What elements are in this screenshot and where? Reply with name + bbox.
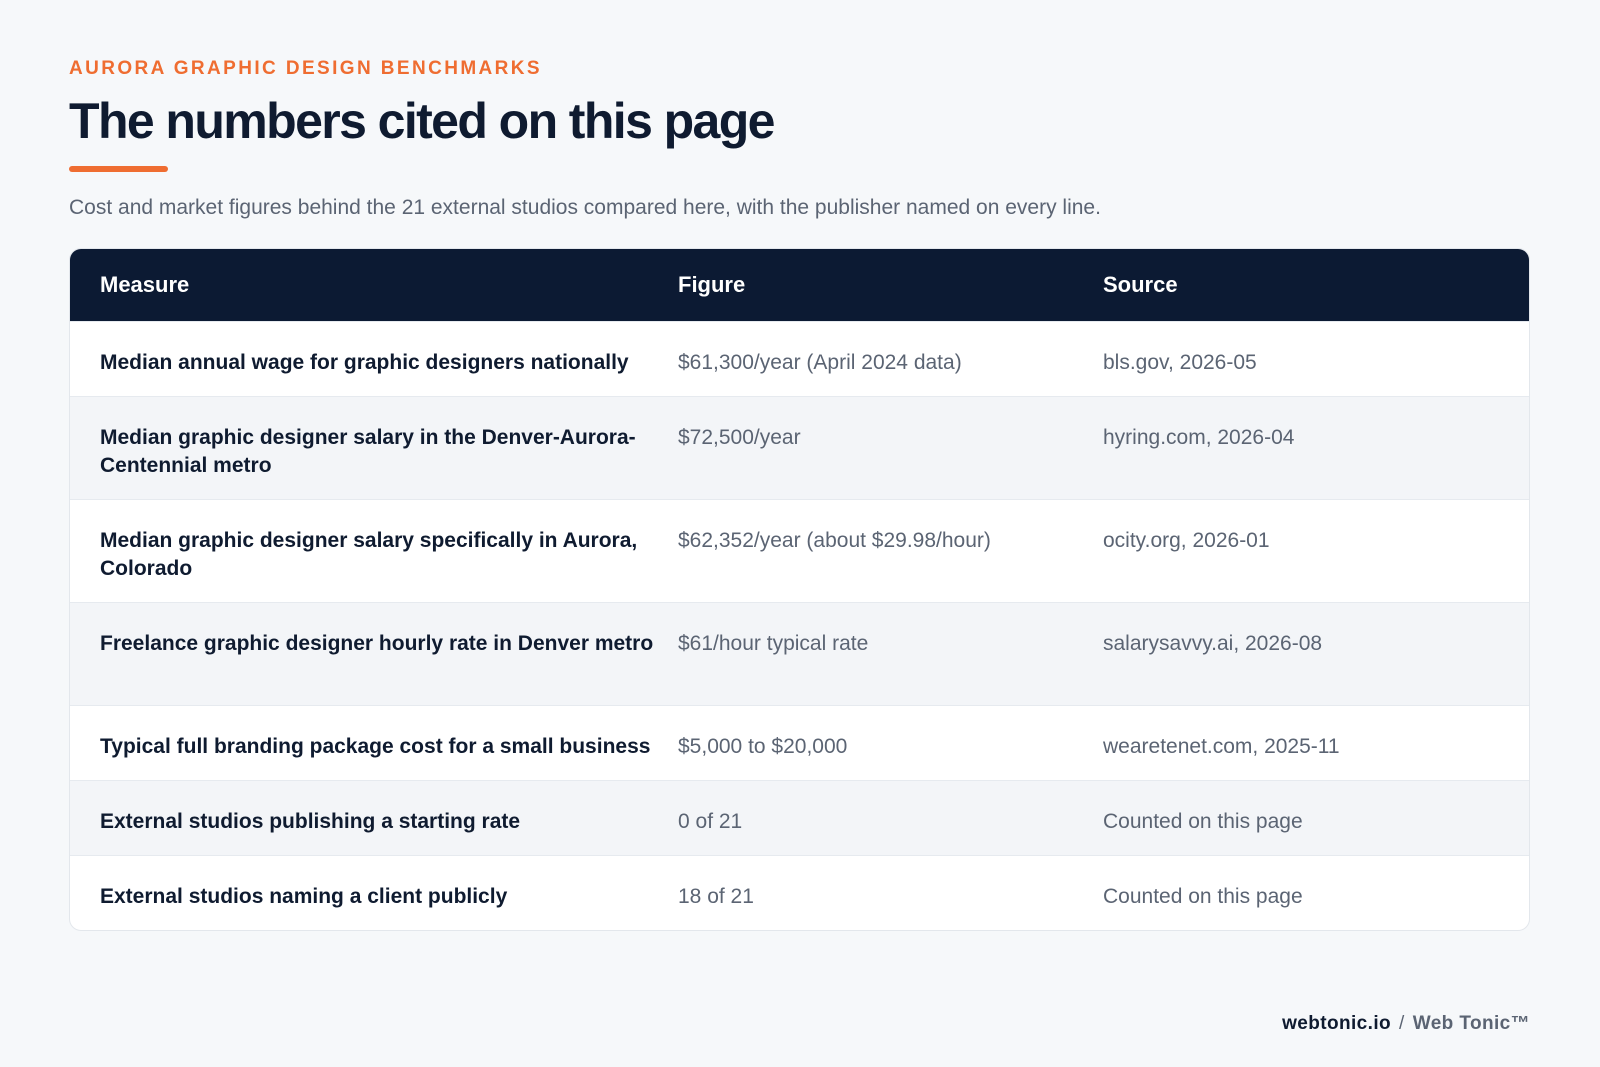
page-subtitle: Cost and market figures behind the 21 ex… xyxy=(69,196,1101,219)
cell-measure: Typical full branding package cost for a… xyxy=(100,735,651,758)
cell-figure: 18 of 21 xyxy=(678,885,754,908)
cell-figure: $5,000 to $20,000 xyxy=(678,735,848,758)
cell-measure: Freelance graphic designer hourly rate i… xyxy=(100,632,654,655)
footer-brand: Web Tonic™ xyxy=(1412,1013,1530,1034)
cell-source: salarysavvy.ai, 2026-08 xyxy=(1103,632,1323,655)
cell-figure: $62,352/year (about $29.98/hour) xyxy=(678,529,991,552)
table-row: Median annual wage for graphic designers… xyxy=(70,321,1529,396)
cell-measure: Median annual wage for graphic designers… xyxy=(100,351,629,374)
cell-figure: $61,300/year (April 2024 data) xyxy=(678,351,962,374)
footer-domain-link[interactable]: webtonic.io xyxy=(1282,1013,1392,1034)
table-row: Typical full branding package cost for a… xyxy=(70,705,1529,780)
cell-measure: Median graphic designer salary in the De… xyxy=(100,426,636,477)
table-row: Freelance graphic designer hourly rate i… xyxy=(70,602,1529,705)
cell-measure: Median graphic designer salary specifica… xyxy=(100,529,638,580)
table-row: External studios publishing a starting r… xyxy=(70,780,1529,855)
header-figure: Figure xyxy=(678,272,746,297)
footer-credit: webtonic.io / Web Tonic™ xyxy=(1282,1013,1530,1035)
table-header: Measure Figure Source xyxy=(70,249,1529,321)
cell-figure: 0 of 21 xyxy=(678,810,743,833)
cell-figure: $61/hour typical rate xyxy=(678,632,869,655)
cell-measure: External studios publishing a starting r… xyxy=(100,810,521,833)
table-row: External studios naming a client publicl… xyxy=(70,855,1529,930)
cell-source: Counted on this page xyxy=(1103,810,1303,833)
cell-measure: External studios naming a client publicl… xyxy=(100,885,508,908)
cell-source: bls.gov, 2026-05 xyxy=(1103,351,1257,374)
eyebrow-label: AURORA GRAPHIC DESIGN BENCHMARKS xyxy=(69,58,542,79)
cell-source: hyring.com, 2026-04 xyxy=(1103,426,1295,449)
header-source: Source xyxy=(1103,272,1178,297)
title-underline xyxy=(69,166,168,172)
cell-source: Counted on this page xyxy=(1103,885,1303,908)
cell-figure: $72,500/year xyxy=(678,426,801,449)
table-row: Median graphic designer salary specifica… xyxy=(70,499,1529,602)
table-row: Median graphic designer salary in the De… xyxy=(70,396,1529,499)
cell-source: ocity.org, 2026-01 xyxy=(1103,529,1270,552)
page-title: The numbers cited on this page xyxy=(69,93,775,149)
cell-source: wearetenet.com, 2025-11 xyxy=(1103,735,1340,758)
footer-separator: / xyxy=(1399,1013,1405,1034)
benchmarks-table: Measure Figure Source Median annual wage… xyxy=(69,248,1530,931)
benchmarks-page: AURORA GRAPHIC DESIGN BENCHMARKS The num… xyxy=(69,0,1530,1067)
header-measure: Measure xyxy=(100,272,190,297)
